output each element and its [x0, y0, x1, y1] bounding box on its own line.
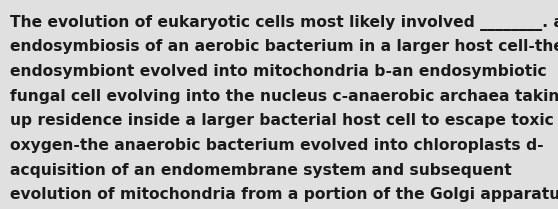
Text: acquisition of an endomembrane system and subsequent: acquisition of an endomembrane system an…	[10, 163, 512, 178]
Text: fungal cell evolving into the nucleus c-anaerobic archaea taking: fungal cell evolving into the nucleus c-…	[10, 89, 558, 104]
Text: endosymbiont evolved into mitochondria b-an endosymbiotic: endosymbiont evolved into mitochondria b…	[10, 64, 547, 79]
Text: The evolution of eukaryotic cells most likely involved ________. a-: The evolution of eukaryotic cells most l…	[10, 15, 558, 31]
Text: up residence inside a larger bacterial host cell to escape toxic: up residence inside a larger bacterial h…	[10, 113, 554, 128]
Text: endosymbiosis of an aerobic bacterium in a larger host cell-the: endosymbiosis of an aerobic bacterium in…	[10, 39, 558, 54]
Text: oxygen-the anaerobic bacterium evolved into chloroplasts d-: oxygen-the anaerobic bacterium evolved i…	[10, 138, 543, 153]
Text: evolution of mitochondria from a portion of the Golgi apparatus: evolution of mitochondria from a portion…	[10, 187, 558, 202]
